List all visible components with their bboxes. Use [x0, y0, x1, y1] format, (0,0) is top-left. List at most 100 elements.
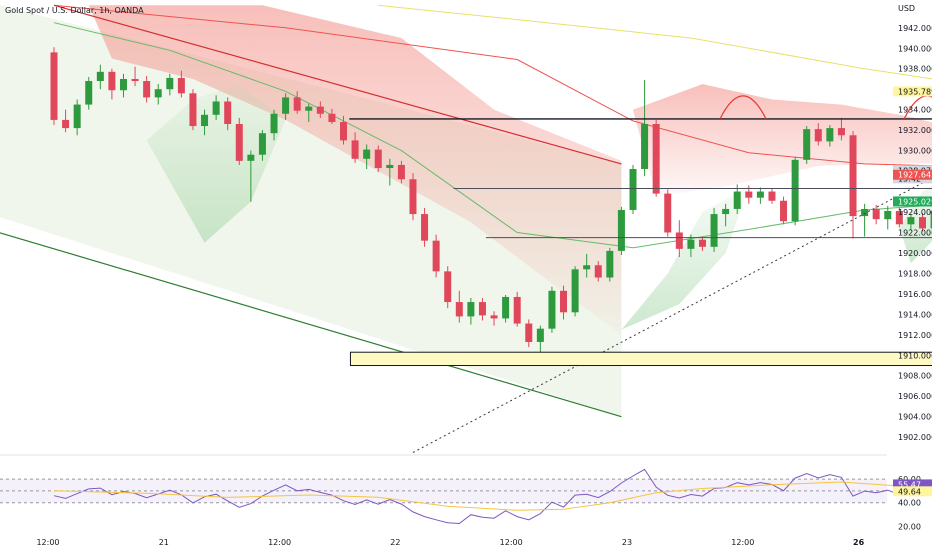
drawings[interactable]: test bottest zonetest zone — [349, 5, 932, 453]
candle-body — [756, 191, 764, 198]
time-axis[interactable]: 12:002112:002212:002312:002612:002712:00… — [36, 538, 932, 547]
candle-body — [258, 133, 266, 155]
price-tag — [893, 169, 932, 180]
rsi-tag — [893, 486, 932, 497]
moving-average-line — [53, 22, 932, 249]
support-zone-box[interactable] — [349, 351, 932, 367]
candle-body — [594, 265, 602, 278]
red-cloud — [88, 5, 622, 335]
price-tick-label: 1920.000 — [898, 249, 932, 258]
candle-body — [641, 124, 649, 170]
candle-body — [131, 78, 139, 82]
price-tags: 1935.7891928.07015:421927.6421925.02955.… — [893, 86, 932, 497]
candle-body — [224, 101, 232, 125]
ichimoku-clouds — [88, 5, 932, 335]
candle-body — [62, 119, 70, 129]
candle-body — [282, 97, 290, 114]
time-tick-label: 21 — [159, 538, 169, 547]
moving-average-line — [378, 4, 932, 80]
candle-body — [96, 71, 104, 82]
moving-averages — [53, 4, 932, 249]
candle-body — [409, 179, 417, 215]
green-cloud — [621, 186, 749, 330]
candle-body — [363, 149, 371, 159]
green-cloud — [146, 84, 286, 243]
candle-body — [814, 129, 822, 142]
candle-body — [733, 191, 741, 209]
price-axis[interactable]: 1942.000 1940.000 1938.000 1934.000 1932.000… — [898, 24, 932, 532]
candle-body — [444, 271, 452, 303]
price-tick-label: 1924.000 — [898, 208, 932, 217]
candle-body — [652, 124, 660, 194]
candle-body — [490, 315, 498, 319]
time-tick-label: 23 — [622, 538, 632, 547]
candle-body — [837, 128, 845, 136]
channel-line[interactable] — [53, 4, 622, 165]
price-tick-label: 1934.000 — [898, 106, 932, 115]
price-tag-value: 1935.789 — [898, 87, 932, 96]
candle-body — [930, 210, 932, 229]
rsi-tick-label: 20.00 — [898, 522, 921, 531]
candle-body — [73, 104, 81, 129]
rsi-tag — [893, 479, 932, 490]
candle-body — [270, 113, 278, 134]
price-tick-label: 1906.000 — [898, 392, 932, 401]
candle-body — [235, 124, 243, 161]
candle-body — [861, 208, 869, 217]
price-tick-label: 1938.000 — [898, 65, 932, 74]
candle-body — [629, 169, 637, 210]
candle-body — [305, 106, 313, 111]
price-tick-label: 1912.000 — [898, 331, 932, 340]
candle-body — [919, 217, 926, 229]
candle-body — [710, 214, 718, 247]
candle-body — [664, 193, 672, 233]
pattern-arc[interactable] — [719, 95, 767, 120]
candle-body — [872, 208, 880, 220]
candle-body — [687, 239, 695, 249]
candle-body — [583, 265, 591, 270]
price-tick-label: 1922.000 — [898, 228, 932, 237]
candle-body — [386, 164, 394, 169]
candle-body — [560, 290, 568, 313]
candle-body — [571, 269, 579, 313]
price-tag-value: 1927.642 — [898, 171, 932, 180]
candle-body — [907, 217, 915, 225]
time-tick-label: 12:00 — [500, 538, 523, 547]
currency-label: USD — [898, 4, 915, 13]
candle-body — [340, 121, 347, 141]
candle-body — [119, 78, 127, 91]
candle-body — [351, 140, 359, 159]
candle-body — [212, 101, 220, 115]
price-tick-label: 1914.000 — [898, 310, 932, 319]
price-tick-label: 1916.000 — [898, 290, 932, 299]
candle-body — [421, 214, 429, 241]
candle-body — [513, 296, 521, 324]
candle-body — [803, 129, 811, 160]
price-tick-label: 1940.000 — [898, 44, 932, 53]
candle-body — [502, 296, 510, 319]
candle-body — [826, 128, 834, 142]
price-tick-label: 1908.000 — [898, 372, 932, 381]
rsi-tick-label: 40.00 — [898, 499, 921, 508]
candle-body — [478, 302, 486, 316]
candle-body — [374, 149, 382, 169]
candle-body — [780, 200, 788, 222]
candles — [50, 47, 932, 353]
candle-body — [791, 159, 799, 222]
time-tick-label: 22 — [390, 538, 400, 547]
channel-background — [0, 5, 622, 417]
candle-body — [50, 52, 58, 120]
price-tick-label: 1932.000 — [898, 126, 932, 135]
rsi-ma-line — [53, 481, 932, 511]
candle-body — [536, 328, 544, 342]
channel-fill — [0, 5, 622, 417]
price-tag-value: 1925.029 — [898, 197, 932, 206]
candle-body — [467, 302, 475, 317]
price-tick-label: 1942.000 — [898, 24, 932, 33]
time-tick-label: 12:00 — [268, 538, 291, 547]
time-tick-label: 26 — [853, 538, 865, 547]
price-tag — [893, 196, 932, 207]
candle-body — [722, 208, 730, 215]
rsi-tag-value: 55.47 — [898, 480, 921, 489]
